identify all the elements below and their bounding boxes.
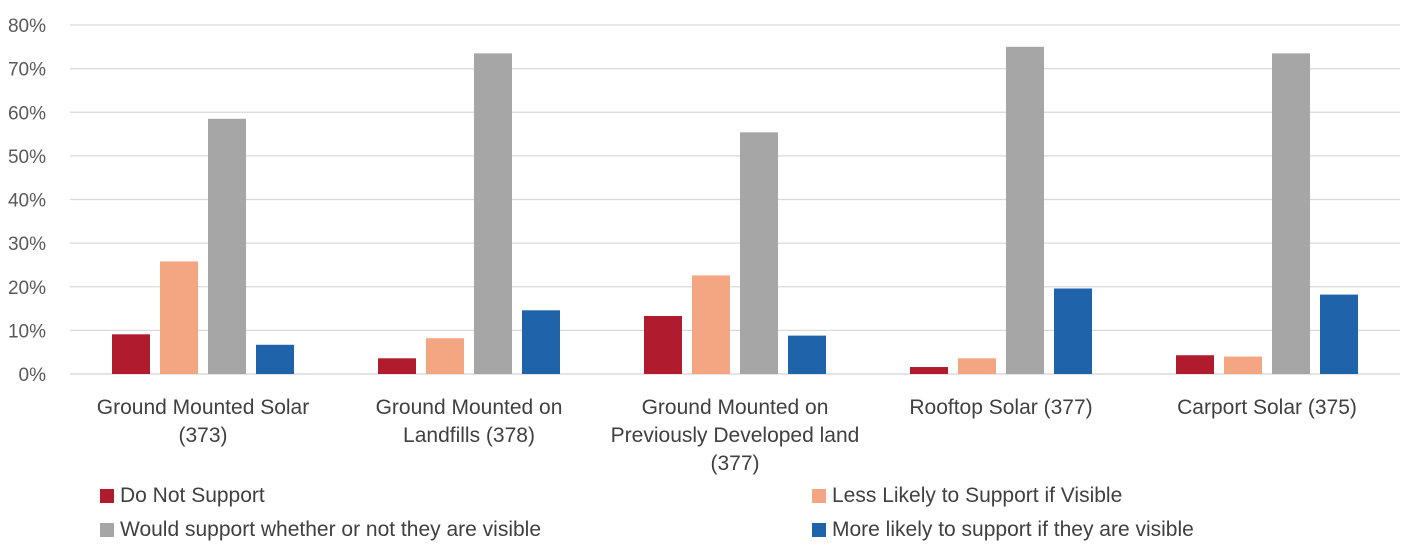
y-tick-label: 40% [8,191,46,212]
x-category-label: Ground Mounted Solar (373) [97,396,309,447]
bar [958,358,996,374]
bar [1224,356,1262,374]
bar [160,261,198,374]
bar [256,344,294,374]
y-tick-label: 30% [8,234,46,255]
x-category-label: Ground Mounted on Previously Developed la… [611,396,860,475]
bar [522,310,560,374]
bars [112,46,1358,374]
x-axis-category-labels: Ground Mounted Solar (373) Ground Mounted … [97,396,1357,475]
bar [1176,355,1214,374]
y-tick-label: 0% [19,365,47,386]
bar [644,315,682,374]
y-tick-label: 60% [8,103,46,124]
y-tick-label: 10% [8,321,46,342]
x-category-label: Rooftop Solar (377) [909,396,1092,419]
y-tick-label: 80% [8,16,46,37]
y-axis-tick-labels: 0% 10% 20% 30% 40% 50% 60% 70% 80% [8,16,46,386]
bar [1320,294,1358,374]
bar [740,132,778,374]
bar [788,335,826,374]
y-tick-label: 50% [8,147,46,168]
y-tick-label: 70% [8,60,46,81]
gridlines [70,24,1400,375]
x-category-label: Carport Solar (375) [1177,396,1357,419]
bar [112,334,150,374]
bar [692,275,730,374]
bar [208,118,246,374]
bar [1006,46,1044,374]
bar [910,367,948,374]
bar [474,53,512,374]
bar [426,338,464,374]
y-tick-label: 20% [8,278,46,299]
bar [1054,288,1092,374]
bar [378,358,416,374]
bar [1272,53,1310,374]
x-category-label: Ground Mounted on Landfills (378) [376,396,563,447]
